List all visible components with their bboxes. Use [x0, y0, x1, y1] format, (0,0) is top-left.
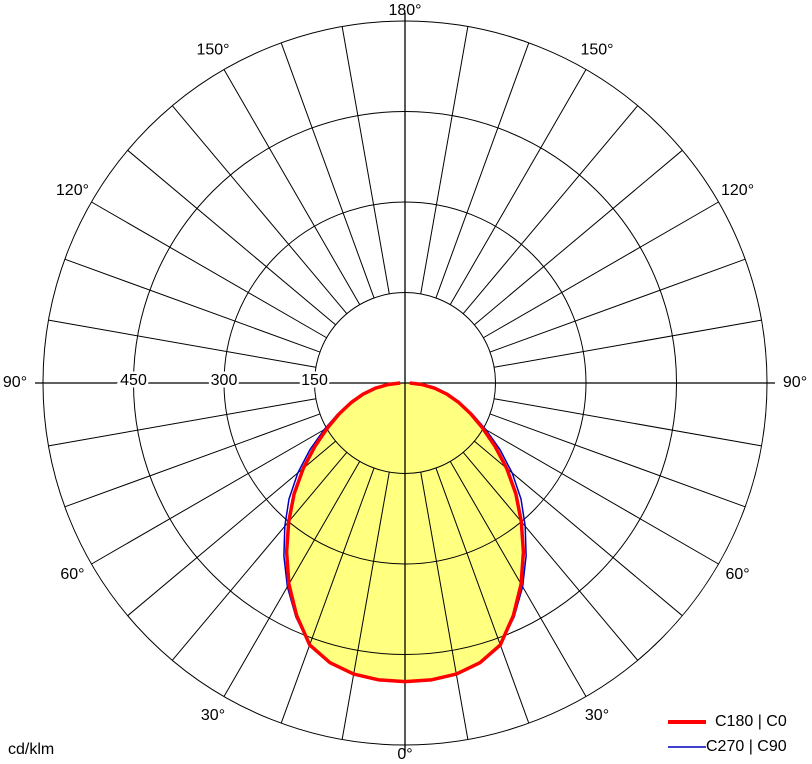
- radial-line: [91, 201, 327, 339]
- radial-line: [483, 201, 719, 339]
- radial-line: [449, 461, 587, 697]
- radial-line: [489, 413, 746, 508]
- r-tick-label: 450: [120, 372, 147, 389]
- label-layer: 150 300 450 0° 30° 30° 60° 60° 90° 90° 120° 120° 150…: [3, 2, 807, 763]
- legend-label: C270 | C90: [706, 738, 787, 755]
- radial-line: [171, 452, 348, 661]
- angle-tick-label: 90°: [783, 374, 807, 391]
- radial-line: [48, 319, 316, 368]
- radial-line: [280, 42, 375, 299]
- radial-line: [435, 467, 530, 724]
- radial-line: [483, 427, 719, 565]
- radial-line: [494, 398, 762, 447]
- radial-line: [462, 105, 639, 314]
- radial-line: [91, 427, 327, 565]
- radial-line: [435, 42, 530, 299]
- radial-line: [494, 319, 762, 368]
- radial-line: [420, 26, 469, 294]
- radial-line: [223, 69, 361, 305]
- radial-line: [474, 149, 683, 326]
- angle-tick-label: 90°: [3, 374, 27, 391]
- angle-tick-label: 180°: [388, 2, 421, 19]
- grid-layer: [35, 13, 775, 753]
- angle-tick-label: 150°: [580, 42, 613, 59]
- unit-label: cd/klm: [8, 741, 54, 758]
- r-tick-label: 300: [211, 372, 238, 389]
- radial-line: [489, 258, 746, 353]
- radial-line: [420, 472, 469, 740]
- radial-line: [171, 105, 348, 314]
- radial-line: [127, 149, 336, 326]
- radial-line: [64, 413, 321, 508]
- angle-tick-label: 30°: [585, 707, 609, 724]
- radial-line: [341, 26, 390, 294]
- radial-line: [64, 258, 321, 353]
- angle-tick-label: 150°: [196, 42, 229, 59]
- angle-tick-label: 60°: [60, 566, 84, 583]
- series-line: [404, 381, 526, 684]
- radial-line: [223, 461, 361, 697]
- legend-label: C180 | C0: [715, 713, 787, 730]
- curve-layer: [283, 381, 527, 684]
- radial-line: [462, 452, 639, 661]
- angle-tick-label: 30°: [201, 707, 225, 724]
- radial-line: [449, 69, 587, 305]
- series-line: [284, 381, 406, 684]
- r-tick-label: 150: [301, 372, 328, 389]
- radial-line: [48, 398, 316, 447]
- radial-line: [280, 467, 375, 724]
- angle-tick-label: 120°: [721, 182, 754, 199]
- angle-tick-label: 120°: [56, 182, 89, 199]
- angle-tick-label: 60°: [725, 566, 749, 583]
- radial-line: [341, 472, 390, 740]
- angle-tick-label: 0°: [397, 746, 412, 763]
